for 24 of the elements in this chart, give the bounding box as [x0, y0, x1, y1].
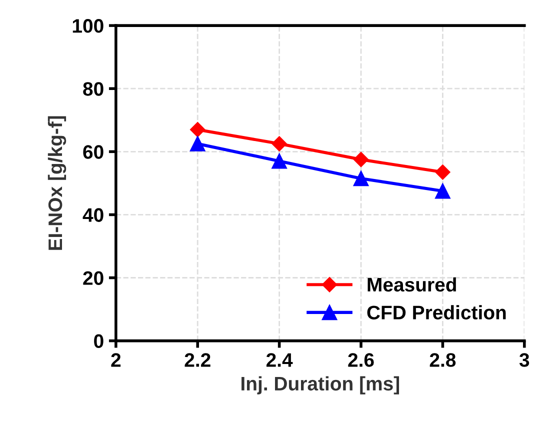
y-axis-title: EI-NOx [g/kg-f] [48, 116, 66, 250]
y-tick-label: 40 [82, 208, 104, 222]
y-tick-label: 0 [94, 334, 104, 348]
point [435, 164, 450, 180]
point [190, 122, 206, 138]
point [353, 152, 369, 168]
legend-label: Measured [368, 277, 456, 292]
x-tick-label: 2.6 [348, 353, 374, 367]
point [272, 153, 287, 169]
x-tick-label: 2 [111, 353, 121, 367]
y-tick-label: 100 [72, 19, 104, 33]
legend-label: CFD Prediction [367, 305, 506, 320]
point [353, 170, 369, 186]
x-axis-title: Inj. Duration [ms] [242, 376, 400, 394]
y-tick-label: 80 [83, 82, 104, 96]
x-tick-label: 2.4 [266, 353, 293, 367]
point [435, 183, 450, 199]
point [272, 136, 287, 152]
y-tick-label: 20 [83, 271, 104, 285]
x-tick-label: 2.8 [430, 353, 456, 367]
x-tick-label: 3 [519, 353, 530, 367]
x-tick-label: 2.2 [184, 353, 210, 367]
point [190, 136, 206, 152]
y-tick-label: 60 [83, 145, 104, 159]
